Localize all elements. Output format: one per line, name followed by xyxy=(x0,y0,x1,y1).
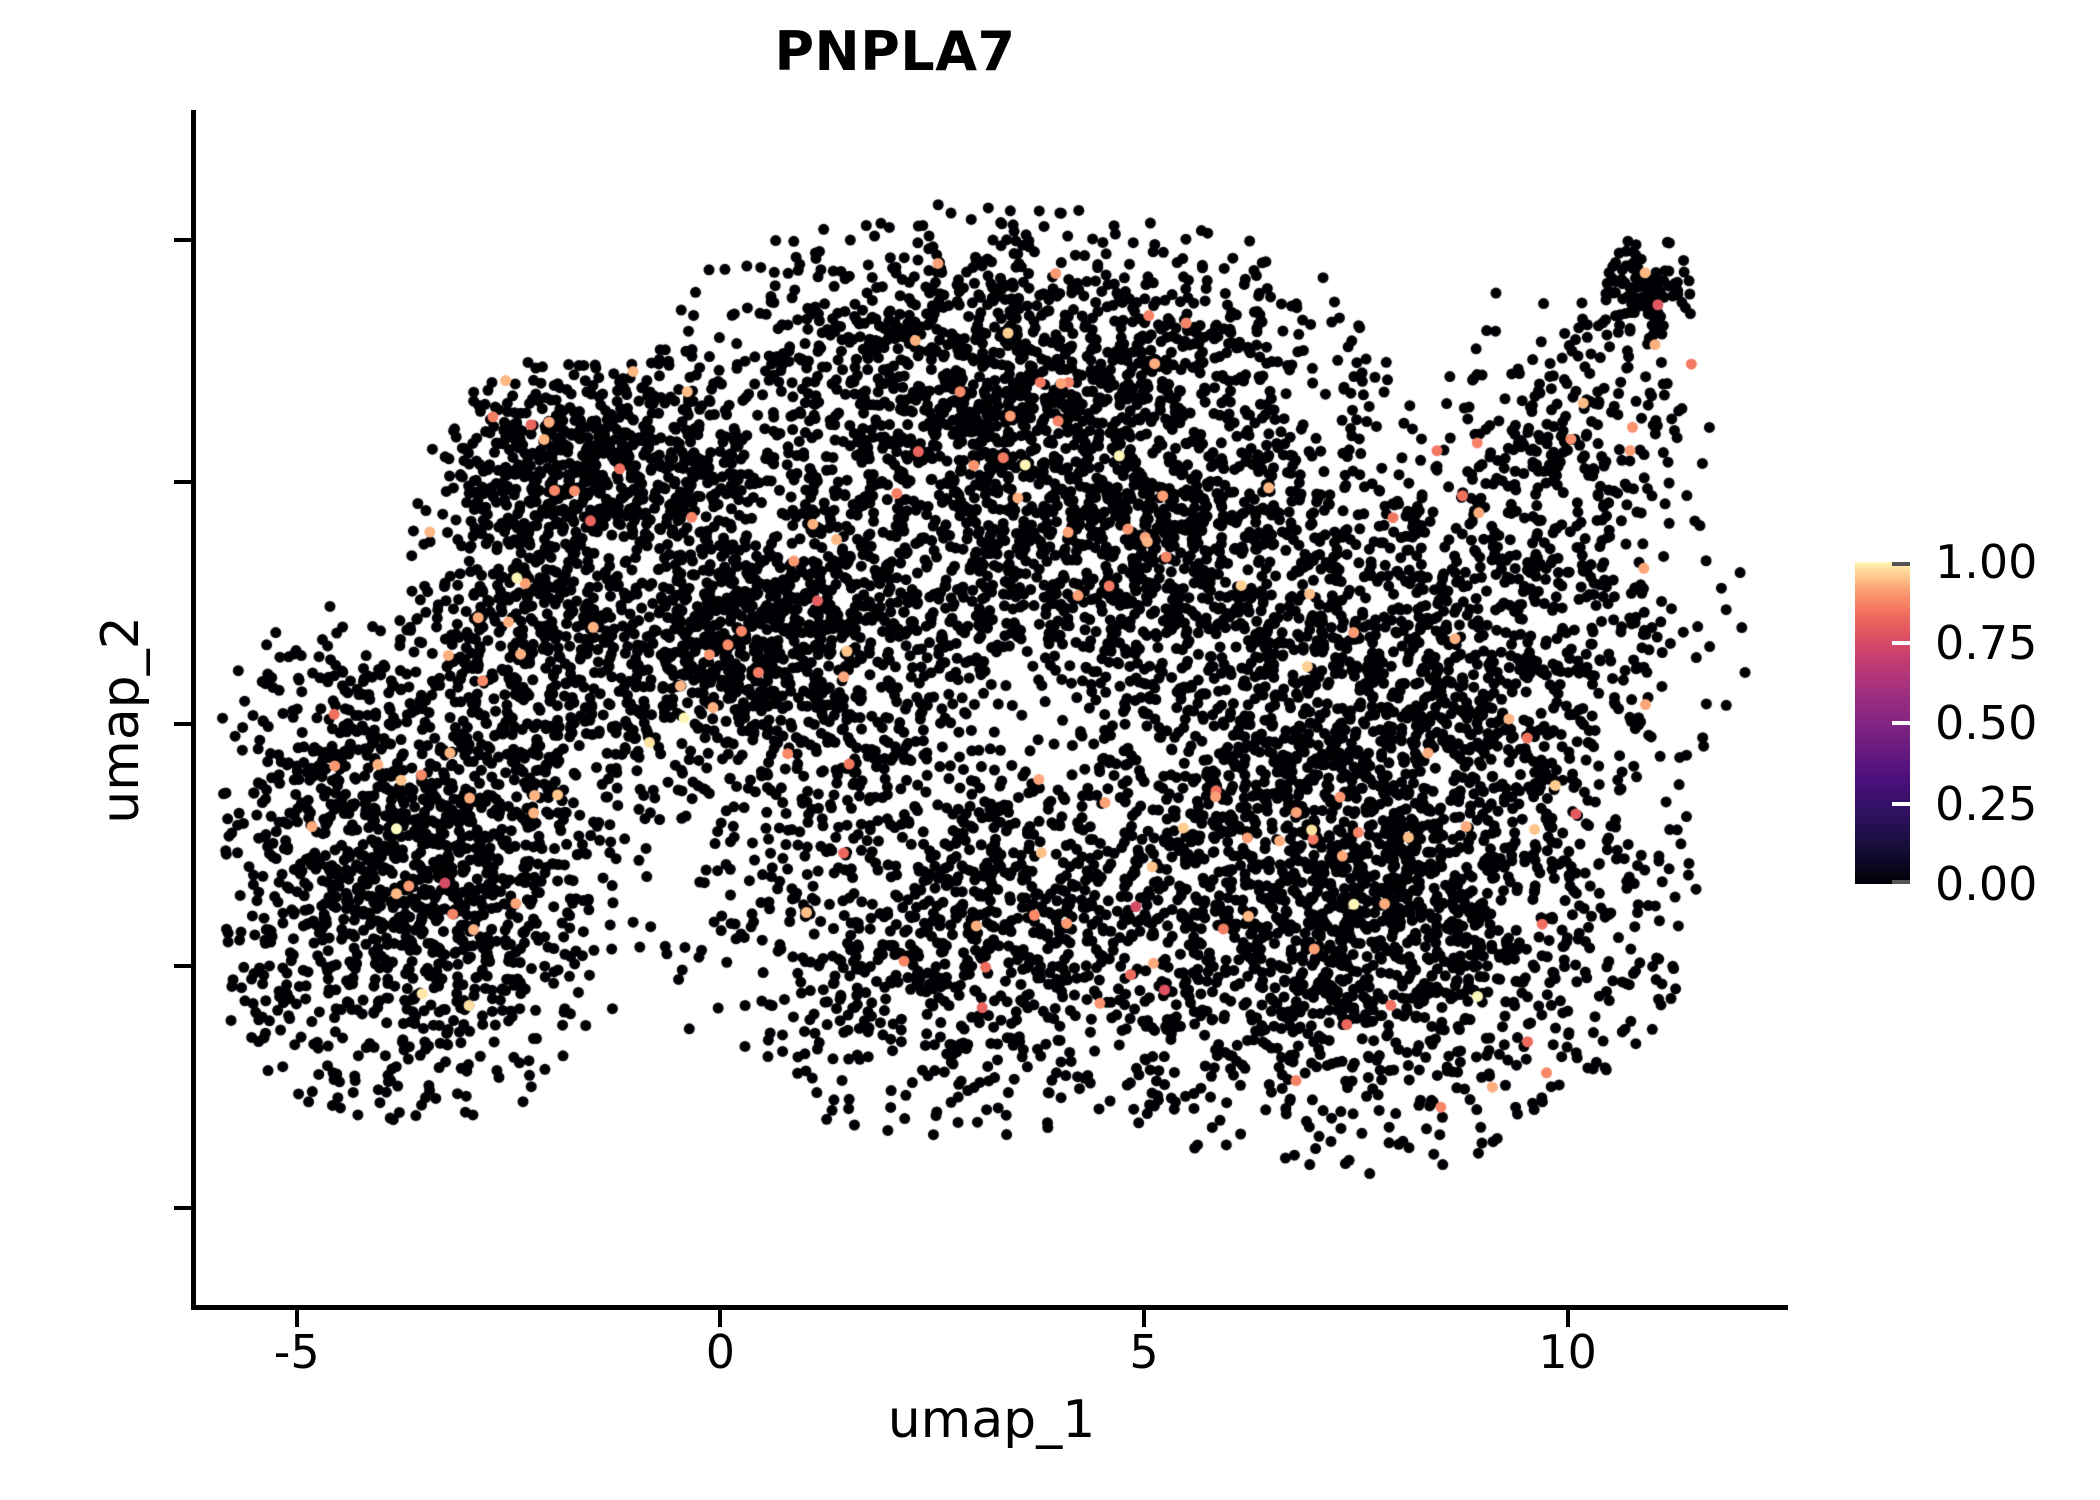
y-tick-mark xyxy=(174,964,191,969)
x-tick-label: 10 xyxy=(1538,1325,1597,1379)
colorbar-tick-mark xyxy=(1892,880,1910,884)
colorbar-tick-label: 0.00 xyxy=(1935,857,2038,911)
x-tick-mark xyxy=(1565,1310,1570,1327)
x-axis-label: umap_1 xyxy=(887,1390,1096,1450)
colorbar-tick-label: 0.75 xyxy=(1935,615,2038,670)
y-tick-mark xyxy=(174,237,191,242)
x-tick-label: -5 xyxy=(273,1325,320,1379)
colorbar-tick-label: 1.00 xyxy=(1935,535,2038,589)
colorbar-tick-mark xyxy=(1892,801,1910,806)
x-tick-mark xyxy=(294,1310,299,1327)
y-axis-label: umap_2 xyxy=(90,616,151,824)
x-tick-label: 0 xyxy=(705,1325,735,1379)
x-tick-mark xyxy=(1142,1310,1147,1327)
x-tick-label: 5 xyxy=(1129,1325,1159,1379)
colorbar-tick-mark xyxy=(1892,640,1910,645)
colorbar-tick-mark xyxy=(1892,721,1910,725)
scatter-plot-canvas xyxy=(195,135,1788,1305)
axis-spine-left xyxy=(191,110,196,1306)
y-tick-mark xyxy=(174,722,191,727)
colorbar-tick-mark xyxy=(1892,562,1910,566)
colorbar-tick-label: 0.25 xyxy=(1935,776,2038,831)
y-tick-mark xyxy=(174,479,191,484)
colorbar: 1.00 0.75 0.50 0.25 0.00 xyxy=(1855,535,2085,911)
page-title: PNPLA7 xyxy=(774,20,1016,83)
axis-spine-bottom xyxy=(191,1305,1788,1310)
y-tick-mark xyxy=(174,1206,191,1211)
colorbar-tick-label: 0.50 xyxy=(1935,696,2038,750)
x-tick-mark xyxy=(718,1310,723,1327)
